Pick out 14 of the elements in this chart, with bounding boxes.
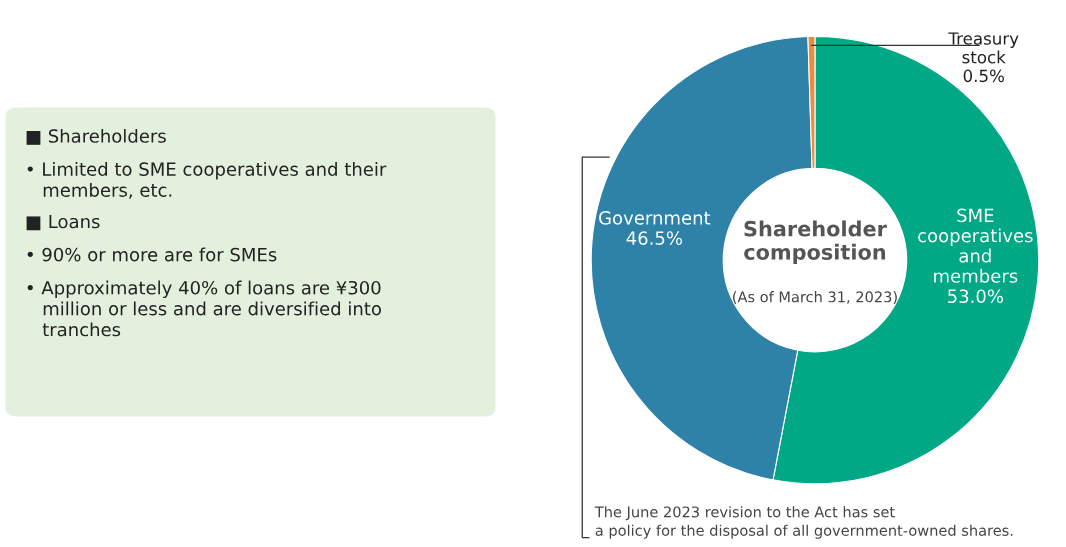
- text: ■ Shareholders: [26, 128, 166, 145]
- data-label: 53.0%: [948, 289, 1004, 304]
- text: • 90% or more are for SMEs: [27, 247, 277, 262]
- text: • Limited to SME cooperatives and their members, etc.: [27, 162, 387, 199]
- data-label: 46.5%: [626, 231, 683, 245]
- text: The June 2023 revision to the Act has set a policy for the disposal of all government-owned shares.: [594, 506, 1013, 539]
- slice-label: Treasury stock: [948, 32, 1019, 64]
- text: Shareholder composition: [744, 220, 887, 264]
- text: (As of March 31, 2023): [733, 291, 897, 305]
- slice-label: Government: [599, 211, 711, 225]
- text: ■ Loans: [26, 214, 100, 231]
- data-label: 0.5%: [963, 69, 1004, 83]
- text: • Approximately 40% of loans are ¥300 million or less and are diversified into tranches: [27, 280, 381, 337]
- slice-label: SME cooperatives and members: [918, 208, 1033, 283]
